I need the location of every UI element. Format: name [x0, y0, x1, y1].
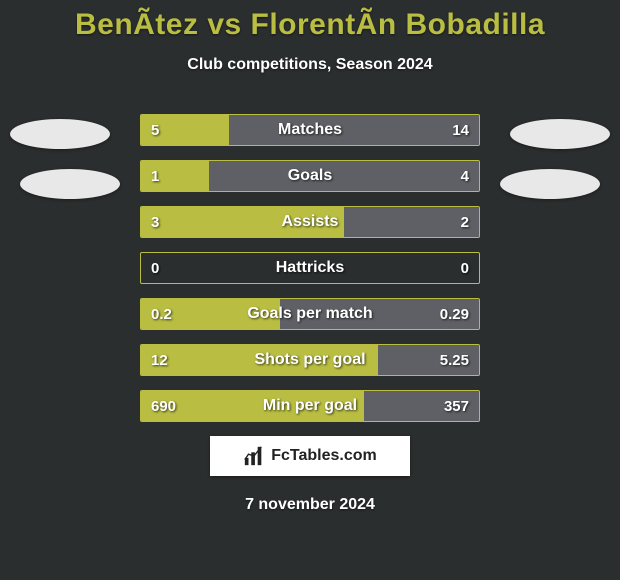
comparison-chart: 514Matches14Goals32Assists00Hattricks0.2…	[0, 114, 620, 422]
stat-value-right: 0.29	[430, 299, 479, 329]
stat-value-left: 0	[141, 253, 169, 283]
stat-row: 0.20.29Goals per match	[140, 298, 480, 330]
stat-value-right: 2	[451, 207, 479, 237]
stat-row: 690357Min per goal	[140, 390, 480, 422]
stat-label: Hattricks	[141, 253, 479, 283]
brand-badge: FcTables.com	[210, 436, 410, 476]
player-right-avatar-placeholder-1	[510, 119, 610, 149]
stat-fill-left	[141, 207, 344, 237]
player-right-avatar-placeholder-2	[500, 169, 600, 199]
stat-value-right: 4	[451, 161, 479, 191]
stat-value-left: 12	[141, 345, 178, 375]
stat-value-left: 0.2	[141, 299, 182, 329]
stat-value-left: 5	[141, 115, 169, 145]
player-left-avatar-placeholder-1	[10, 119, 110, 149]
player-left-avatar-placeholder-2	[20, 169, 120, 199]
stat-row: 0 0Hattricks	[140, 252, 480, 284]
stat-row: 32Assists	[140, 206, 480, 238]
stat-rows: 514Matches14Goals32Assists00Hattricks0.2…	[140, 114, 480, 422]
stat-value-right: 0	[451, 253, 479, 283]
footer-date: 7 november 2024	[0, 496, 620, 514]
stat-row: 125.25Shots per goal	[140, 344, 480, 376]
stat-value-left: 690	[141, 391, 186, 421]
stat-value-left: 3	[141, 207, 169, 237]
stat-row: 514Matches	[140, 114, 480, 146]
stat-row: 14Goals	[140, 160, 480, 192]
page-subtitle: Club competitions, Season 2024	[0, 56, 620, 74]
stat-value-right: 357	[434, 391, 479, 421]
brand-text: FcTables.com	[271, 447, 377, 465]
stat-fill-right	[209, 161, 479, 191]
stat-value-right: 14	[442, 115, 479, 145]
stat-value-right: 5.25	[430, 345, 479, 375]
stat-value-left: 1	[141, 161, 169, 191]
page-title: BenÃtez vs FlorentÃn Bobadilla	[0, 0, 620, 42]
bar-chart-icon	[243, 445, 265, 467]
